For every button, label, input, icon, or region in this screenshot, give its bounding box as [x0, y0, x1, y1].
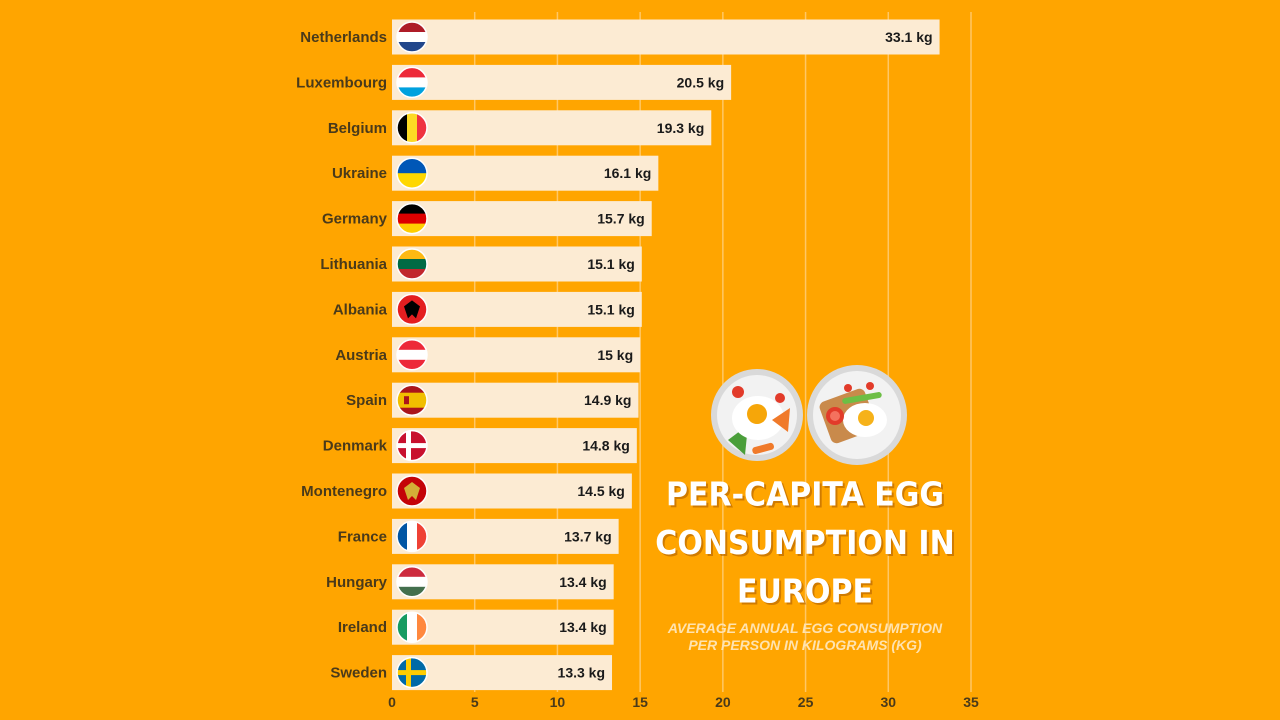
- egg-toast-plate-icon: [807, 365, 907, 465]
- flag-ring: [396, 202, 428, 235]
- albania-flag-icon: [397, 294, 427, 325]
- bar: [392, 428, 637, 464]
- category-label: Hungary: [326, 574, 388, 591]
- sweden-flag-icon: [397, 657, 427, 688]
- flag-ring: [396, 293, 428, 326]
- flag-ring: [396, 656, 428, 689]
- title-block: PER-CAPITA EGG CONSUMPTION IN EUROPE AVE…: [625, 476, 985, 654]
- flag-ring: [396, 429, 428, 462]
- flag-ring: [396, 475, 428, 507]
- value-label: 16.1 kg: [604, 165, 651, 181]
- bar: [392, 291, 642, 327]
- category-label: Belgium: [328, 120, 387, 137]
- value-label: 14.5 kg: [577, 483, 624, 499]
- bars: Netherlands 33.1 kg Luxembourg 20.5 kg Belgi…: [296, 19, 940, 691]
- value-label: 13.7 kg: [564, 528, 611, 544]
- x-tick-label: 20: [715, 694, 731, 710]
- flag-ring: [396, 157, 428, 189]
- flag-ring: [396, 248, 428, 280]
- flag-ring: [396, 21, 428, 53]
- category-label: Spain: [346, 392, 387, 409]
- flag-ring: [396, 339, 428, 371]
- value-label: 15.7 kg: [597, 211, 644, 227]
- value-label: 33.1 kg: [885, 29, 932, 45]
- category-label: France: [338, 528, 387, 545]
- denmark-flag-icon: [397, 430, 427, 461]
- luxembourg-flag-icon: [397, 67, 427, 98]
- flag-ring: [396, 66, 428, 99]
- x-axis: 0 5 10 15 20 25 30 35: [388, 694, 979, 710]
- chart-title: PER-CAPITA EGG CONSUMPTION IN EUROPE: [655, 475, 955, 612]
- bar: [392, 246, 642, 282]
- germany-flag-icon: [397, 203, 427, 234]
- bar: [392, 382, 639, 418]
- bar: [392, 19, 940, 55]
- bar: [392, 564, 614, 600]
- value-label: 13.3 kg: [558, 665, 605, 681]
- x-tick-label: 5: [471, 694, 479, 710]
- value-label: 14.9 kg: [584, 392, 631, 408]
- category-label: Ukraine: [332, 165, 387, 182]
- bar: [392, 337, 641, 373]
- bar: [392, 201, 652, 237]
- bar: [392, 64, 732, 100]
- hungary-flag-icon: [397, 566, 427, 597]
- spain-flag-icon: [397, 385, 427, 416]
- chart-subtitle: AVERAGE ANNUAL EGG CONSUMPTION PER PERSO…: [667, 620, 943, 653]
- bar: [392, 518, 619, 554]
- austria-flag-icon: [397, 339, 427, 370]
- category-label: Lithuania: [320, 256, 387, 273]
- egg-plate-icon: [711, 369, 803, 461]
- x-tick-label: 10: [550, 694, 566, 710]
- value-label: 13.4 kg: [559, 574, 606, 590]
- flag-ring: [396, 112, 428, 144]
- lithuania-flag-icon: [397, 249, 427, 279]
- value-label: 19.3 kg: [657, 120, 704, 136]
- netherlands-flag-icon: [397, 22, 427, 52]
- category-label: Denmark: [323, 438, 388, 455]
- category-label: Netherlands: [300, 29, 387, 46]
- flag-ring: [396, 611, 428, 643]
- flag-ring: [396, 566, 428, 598]
- value-label: 15 kg: [597, 347, 633, 363]
- france-flag-icon: [397, 521, 427, 552]
- value-label: 15.1 kg: [587, 256, 634, 272]
- category-label: Germany: [322, 211, 388, 228]
- ireland-flag-icon: [397, 612, 427, 643]
- bar: [392, 155, 659, 191]
- category-label: Albania: [333, 301, 388, 318]
- category-label: Montenegro: [301, 483, 387, 500]
- value-label: 14.8 kg: [582, 438, 629, 454]
- category-label: Ireland: [338, 619, 387, 636]
- montenegro-flag-icon: [397, 476, 427, 506]
- x-tick-label: 30: [880, 694, 896, 710]
- category-label: Austria: [335, 347, 387, 364]
- bar: [392, 473, 632, 509]
- flag-ring: [396, 520, 428, 553]
- belgium-flag-icon: [397, 112, 427, 143]
- x-tick-label: 25: [798, 694, 814, 710]
- bar: [392, 655, 613, 691]
- ukraine-flag-icon: [397, 158, 427, 189]
- category-label: Luxembourg: [296, 74, 387, 91]
- bar: [392, 110, 712, 146]
- x-tick-label: 35: [963, 694, 979, 710]
- x-tick-label: 15: [632, 694, 648, 710]
- bar: [392, 609, 614, 645]
- x-tick-label: 0: [388, 694, 396, 710]
- value-label: 15.1 kg: [587, 301, 634, 317]
- value-label: 13.4 kg: [559, 619, 606, 635]
- flag-ring: [396, 384, 428, 416]
- value-label: 20.5 kg: [677, 74, 724, 90]
- category-label: Sweden: [330, 665, 387, 682]
